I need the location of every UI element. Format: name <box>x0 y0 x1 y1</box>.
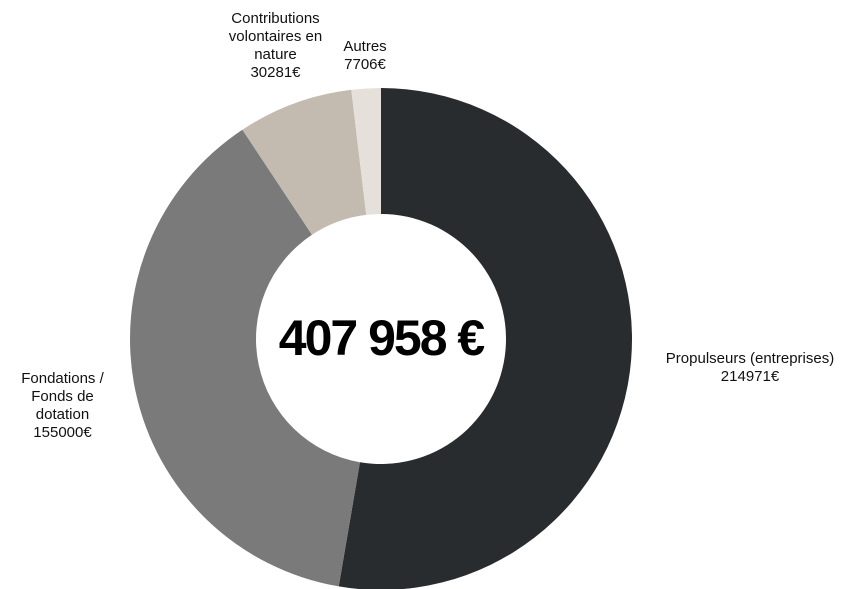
slice-value: 155000€ <box>33 424 92 441</box>
slice-value: 214971€ <box>720 368 780 385</box>
donut-slice <box>130 129 360 587</box>
slice-label: Propulseurs (entreprises) 214971€ <box>640 350 860 386</box>
donut-slice <box>351 88 381 215</box>
donut-slice <box>338 88 632 589</box>
slice-name: Propulseurs (entreprises) <box>665 350 835 367</box>
slice-label: Fondations / Fonds de dotation 155000€ <box>5 370 120 442</box>
slice-value: 7706€ <box>344 56 386 73</box>
slice-name: Contributions volontaires en nature <box>228 10 323 63</box>
donut-slice <box>242 89 367 235</box>
slice-value: 30281€ <box>250 64 301 81</box>
slice-name: Fondations / Fonds de dotation <box>21 370 104 423</box>
slice-label: Contributions volontaires en nature 30281… <box>208 10 343 82</box>
center-total: 407 958 € <box>278 310 485 366</box>
slice-name: Autres <box>343 38 387 55</box>
slice-label: Autres 7706€ <box>334 38 396 74</box>
